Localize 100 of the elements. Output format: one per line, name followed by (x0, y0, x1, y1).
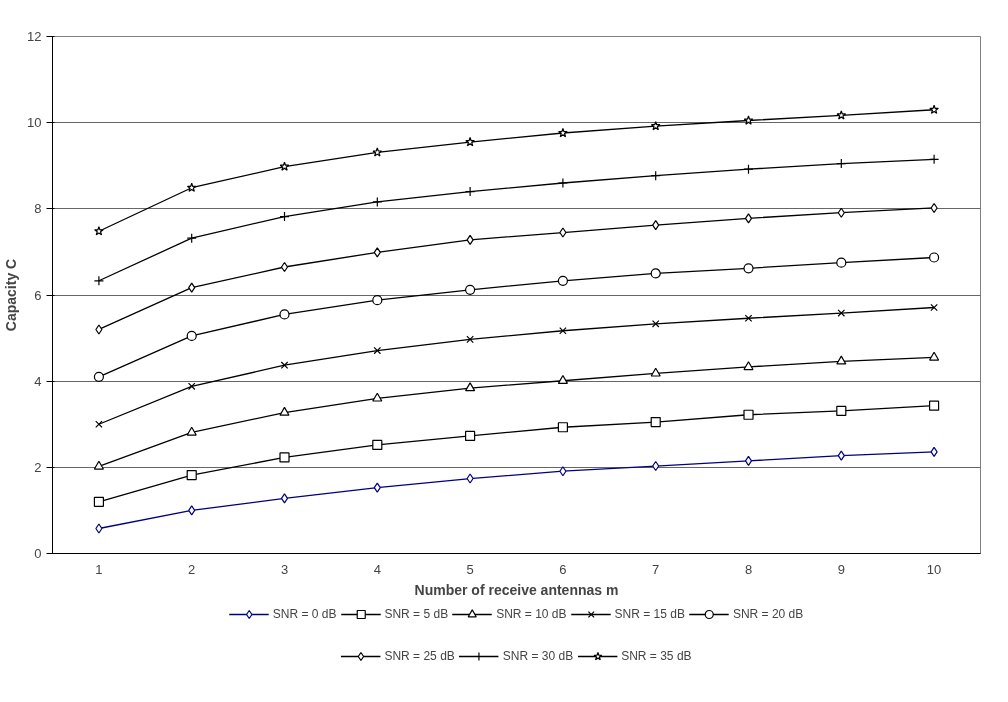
point (744, 213, 753, 224)
legend-label: SNR = 20 dB (732, 607, 804, 621)
x-tick-label: 10 (926, 561, 942, 577)
point (743, 361, 754, 371)
point (188, 505, 196, 516)
point (93, 460, 104, 470)
point (186, 469, 197, 481)
x-tick-label: 5 (466, 561, 474, 577)
point (650, 417, 661, 428)
y-tick-label: 4 (34, 373, 42, 389)
legend-label: SNR = 0 dB (272, 607, 337, 621)
point (280, 493, 289, 504)
point (559, 326, 567, 335)
x-axis-title: Number of receive antennas m (414, 581, 619, 598)
x-tick-label: 7 (652, 561, 660, 577)
point (650, 121, 661, 131)
point (557, 374, 568, 384)
point (373, 346, 382, 355)
y-tick-label: 8 (34, 201, 42, 217)
point (95, 420, 103, 429)
point (372, 147, 383, 157)
point (93, 371, 104, 382)
point (837, 450, 845, 461)
legend-label: SNR = 10 dB (496, 607, 567, 621)
point (930, 303, 938, 312)
legend-label: SNR = 25 dB (384, 649, 455, 663)
y-tick-label: 0 (34, 546, 42, 561)
point (836, 355, 847, 365)
point (93, 275, 104, 286)
x-tick-label: 6 (559, 561, 567, 577)
point (372, 196, 383, 208)
point (280, 261, 289, 273)
point (651, 320, 660, 328)
point (929, 252, 940, 263)
point (836, 110, 847, 120)
point (650, 268, 661, 279)
legend-label: SNR = 5 dB (384, 607, 449, 621)
point (557, 177, 568, 189)
point (93, 496, 104, 507)
point (94, 226, 104, 236)
point (373, 482, 381, 493)
point (186, 182, 197, 192)
point (465, 186, 476, 197)
point (744, 314, 753, 323)
point (373, 247, 381, 258)
point (559, 227, 567, 238)
legend-label: SNR = 35 dB (621, 649, 692, 663)
point (929, 351, 940, 361)
point (837, 309, 846, 317)
y-axis-title: Capacity C (3, 258, 20, 332)
point (279, 452, 290, 463)
point (836, 257, 847, 268)
point (186, 233, 197, 244)
point (743, 115, 754, 125)
point (466, 335, 474, 344)
point (836, 405, 847, 416)
point (466, 234, 474, 245)
x-tick-label: 1 (95, 561, 103, 577)
point (650, 367, 661, 377)
legend-label: SNR = 15 dB (614, 607, 685, 621)
point (743, 409, 754, 420)
point (187, 382, 196, 391)
point (652, 220, 660, 231)
point (280, 361, 289, 370)
y-tick-label: 12 (27, 29, 42, 44)
point (744, 455, 753, 466)
point (279, 406, 290, 416)
point (279, 161, 290, 171)
x-tick-label: 2 (188, 561, 196, 577)
point (929, 400, 940, 411)
legend-label: SNR = 30 dB (502, 649, 574, 663)
point (837, 207, 845, 218)
point (372, 439, 383, 451)
x-tick-label: 8 (744, 561, 753, 577)
point (557, 275, 568, 286)
point (558, 127, 568, 138)
y-tick-label: 10 (27, 115, 42, 131)
point (465, 136, 475, 147)
x-tick-label: 3 (280, 561, 289, 577)
point (930, 446, 938, 457)
y-tick-label: 6 (34, 287, 42, 303)
y-tick-label: 2 (34, 459, 42, 475)
point (95, 324, 103, 335)
point (465, 284, 476, 295)
point (372, 295, 383, 306)
point (279, 309, 290, 320)
point (188, 282, 196, 293)
point (465, 430, 476, 441)
point (743, 263, 754, 274)
x-tick-label: 9 (837, 561, 845, 577)
point (929, 154, 940, 165)
point (95, 523, 103, 534)
x-tick-label: 4 (373, 561, 381, 577)
point (466, 473, 474, 484)
point (372, 392, 383, 402)
point (559, 466, 567, 477)
point (929, 104, 939, 114)
point (186, 330, 197, 342)
point (186, 426, 197, 436)
point (557, 422, 568, 433)
